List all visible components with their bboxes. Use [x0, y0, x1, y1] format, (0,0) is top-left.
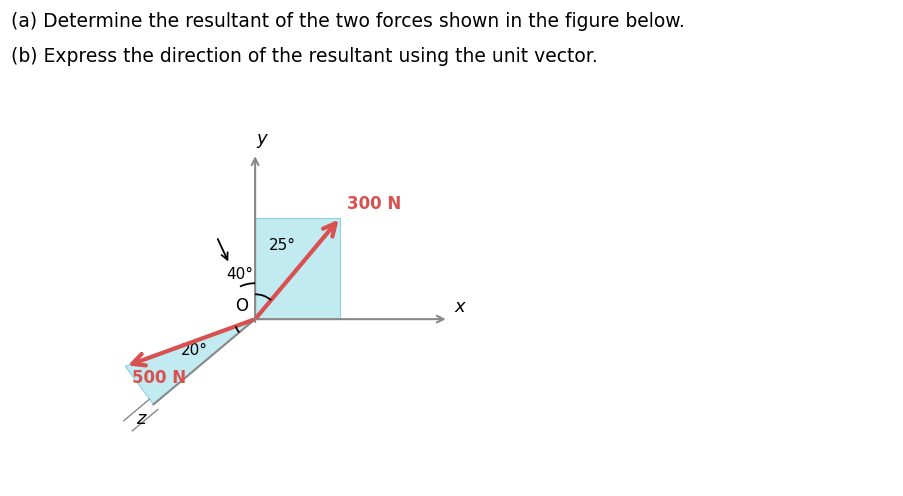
Text: z: z: [135, 410, 145, 428]
Text: (a) Determine the resultant of the two forces shown in the figure below.: (a) Determine the resultant of the two f…: [11, 12, 684, 31]
Text: 300 N: 300 N: [347, 195, 401, 213]
Text: O: O: [235, 297, 248, 315]
Text: (b) Express the direction of the resultant using the unit vector.: (b) Express the direction of the resulta…: [11, 47, 597, 66]
Polygon shape: [126, 319, 255, 404]
Text: 40°: 40°: [226, 267, 253, 282]
Text: 25°: 25°: [268, 238, 295, 253]
Text: y: y: [256, 130, 266, 148]
Polygon shape: [255, 218, 340, 319]
Text: 20°: 20°: [181, 343, 208, 358]
Text: x: x: [453, 299, 464, 316]
Text: 500 N: 500 N: [132, 369, 186, 387]
